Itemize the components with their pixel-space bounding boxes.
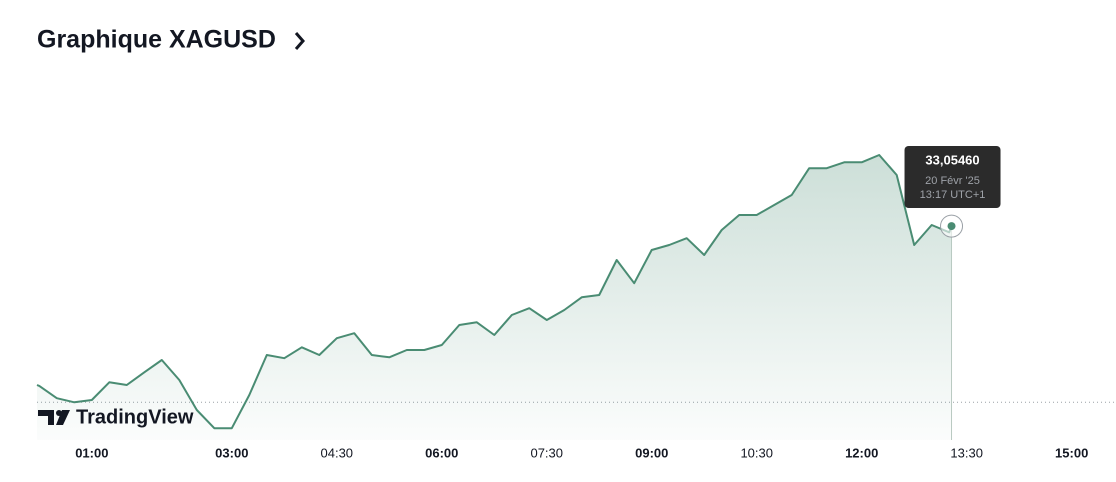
tooltip-value: 33,05460: [925, 152, 979, 167]
x-tick-label: 06:00: [425, 445, 458, 460]
tooltip: 33,05460 20 Févr '25 13:17 UTC+1: [904, 146, 1001, 208]
crosshair-dot: [947, 222, 956, 231]
x-tick-label: 13:30: [950, 445, 983, 460]
chart-header[interactable]: Graphique XAGUSD: [37, 26, 305, 54]
logo-icon: [38, 410, 54, 425]
brand-logo: TradingView: [38, 406, 194, 428]
price-line: [36, 154, 953, 430]
x-tick-label: 07:30: [530, 445, 563, 460]
tooltip-box: [904, 146, 1001, 208]
logo-icon-slash: [56, 410, 70, 425]
chart-title[interactable]: Graphique XAGUSD: [37, 26, 276, 54]
x-tick-label: 09:00: [635, 445, 668, 460]
x-tick-label: 01:00: [75, 445, 108, 460]
brand-name: TradingView: [76, 406, 194, 428]
x-tick-label: 03:00: [215, 445, 248, 460]
chevron-icon[interactable]: [294, 32, 305, 50]
x-tick-label: 15:00: [1055, 445, 1088, 460]
tooltip-time: 13:17 UTC+1: [920, 189, 986, 201]
x-tick-label: 12:00: [845, 445, 878, 460]
area-fill: [37, 155, 952, 440]
x-tick-label: 10:30: [740, 445, 773, 460]
x-tick-label: 04:30: [321, 445, 354, 460]
tooltip-date: 20 Févr '25: [925, 175, 980, 187]
